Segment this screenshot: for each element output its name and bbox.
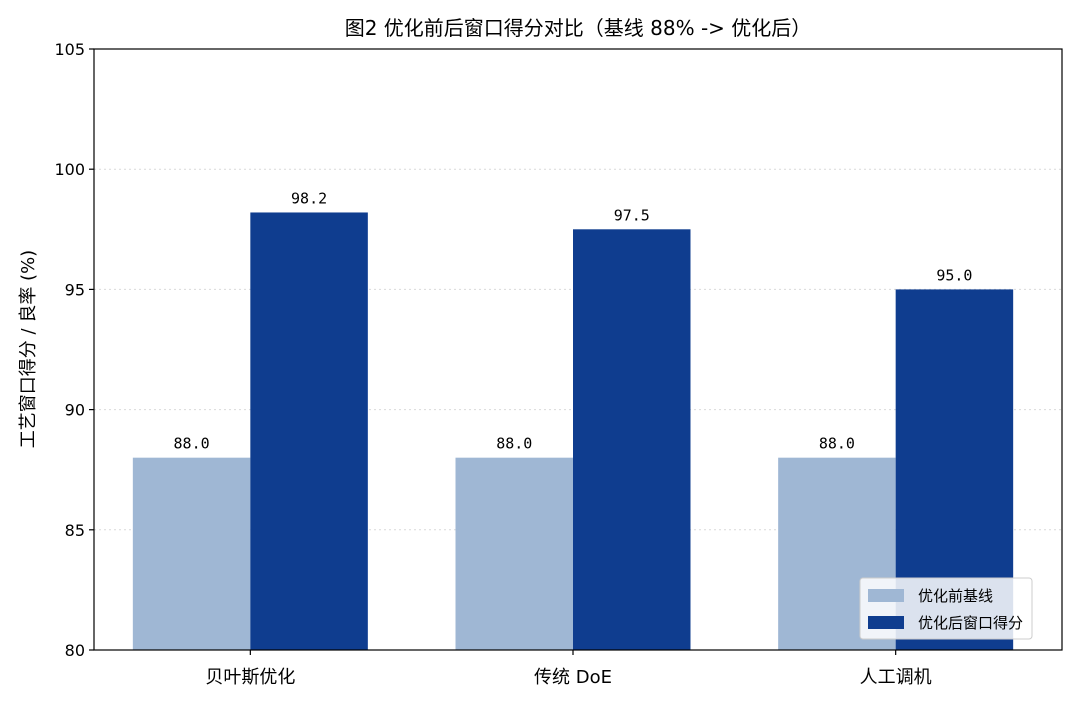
data-label: 97.5 [614, 206, 650, 224]
y-tick-label: 80 [65, 641, 85, 660]
legend-label-baseline: 优化前基线 [918, 587, 993, 605]
legend-swatch-baseline [868, 589, 904, 602]
legend: 优化前基线 优化后窗口得分 [859, 577, 1033, 640]
x-tick-label: 人工调机 [860, 667, 932, 688]
data-label: 95.0 [936, 266, 972, 284]
data-label: 98.2 [291, 189, 327, 207]
bar-baseline-0 [132, 457, 251, 650]
data-label: 88.0 [496, 435, 532, 453]
y-axis-label: 工艺窗口得分 / 良率 (%) [18, 250, 39, 448]
bar-optimized-0 [250, 212, 368, 651]
plot-frame [93, 48, 1063, 651]
data-label: 88.0 [819, 435, 855, 453]
legend-label-optimized: 优化后窗口得分 [918, 614, 1023, 632]
legend-swatch-optimized [868, 616, 904, 629]
bar-baseline-1 [455, 457, 573, 650]
x-tick-label: 传统 DoE [534, 667, 612, 688]
y-tick-label: 100 [54, 160, 85, 179]
y-tick-label: 85 [65, 521, 85, 540]
data-label: 88.0 [174, 435, 210, 453]
y-axis: 80 85 90 95 100 105 [54, 40, 94, 660]
x-tick-label: 贝叶斯优化 [205, 667, 295, 688]
x-axis: 贝叶斯优化 传统 DoE 人工调机 [205, 650, 932, 688]
y-tick-label: 90 [65, 401, 85, 420]
y-tick-label: 105 [54, 40, 85, 59]
bar-optimized-1 [573, 229, 691, 651]
y-tick-label: 95 [65, 280, 85, 299]
chart-title: 图2 优化前后窗口得分对比（基线 88% -> 优化后） [345, 16, 812, 40]
data-labels: 88.0 98.2 88.0 97.5 88.0 95.0 [174, 189, 973, 452]
